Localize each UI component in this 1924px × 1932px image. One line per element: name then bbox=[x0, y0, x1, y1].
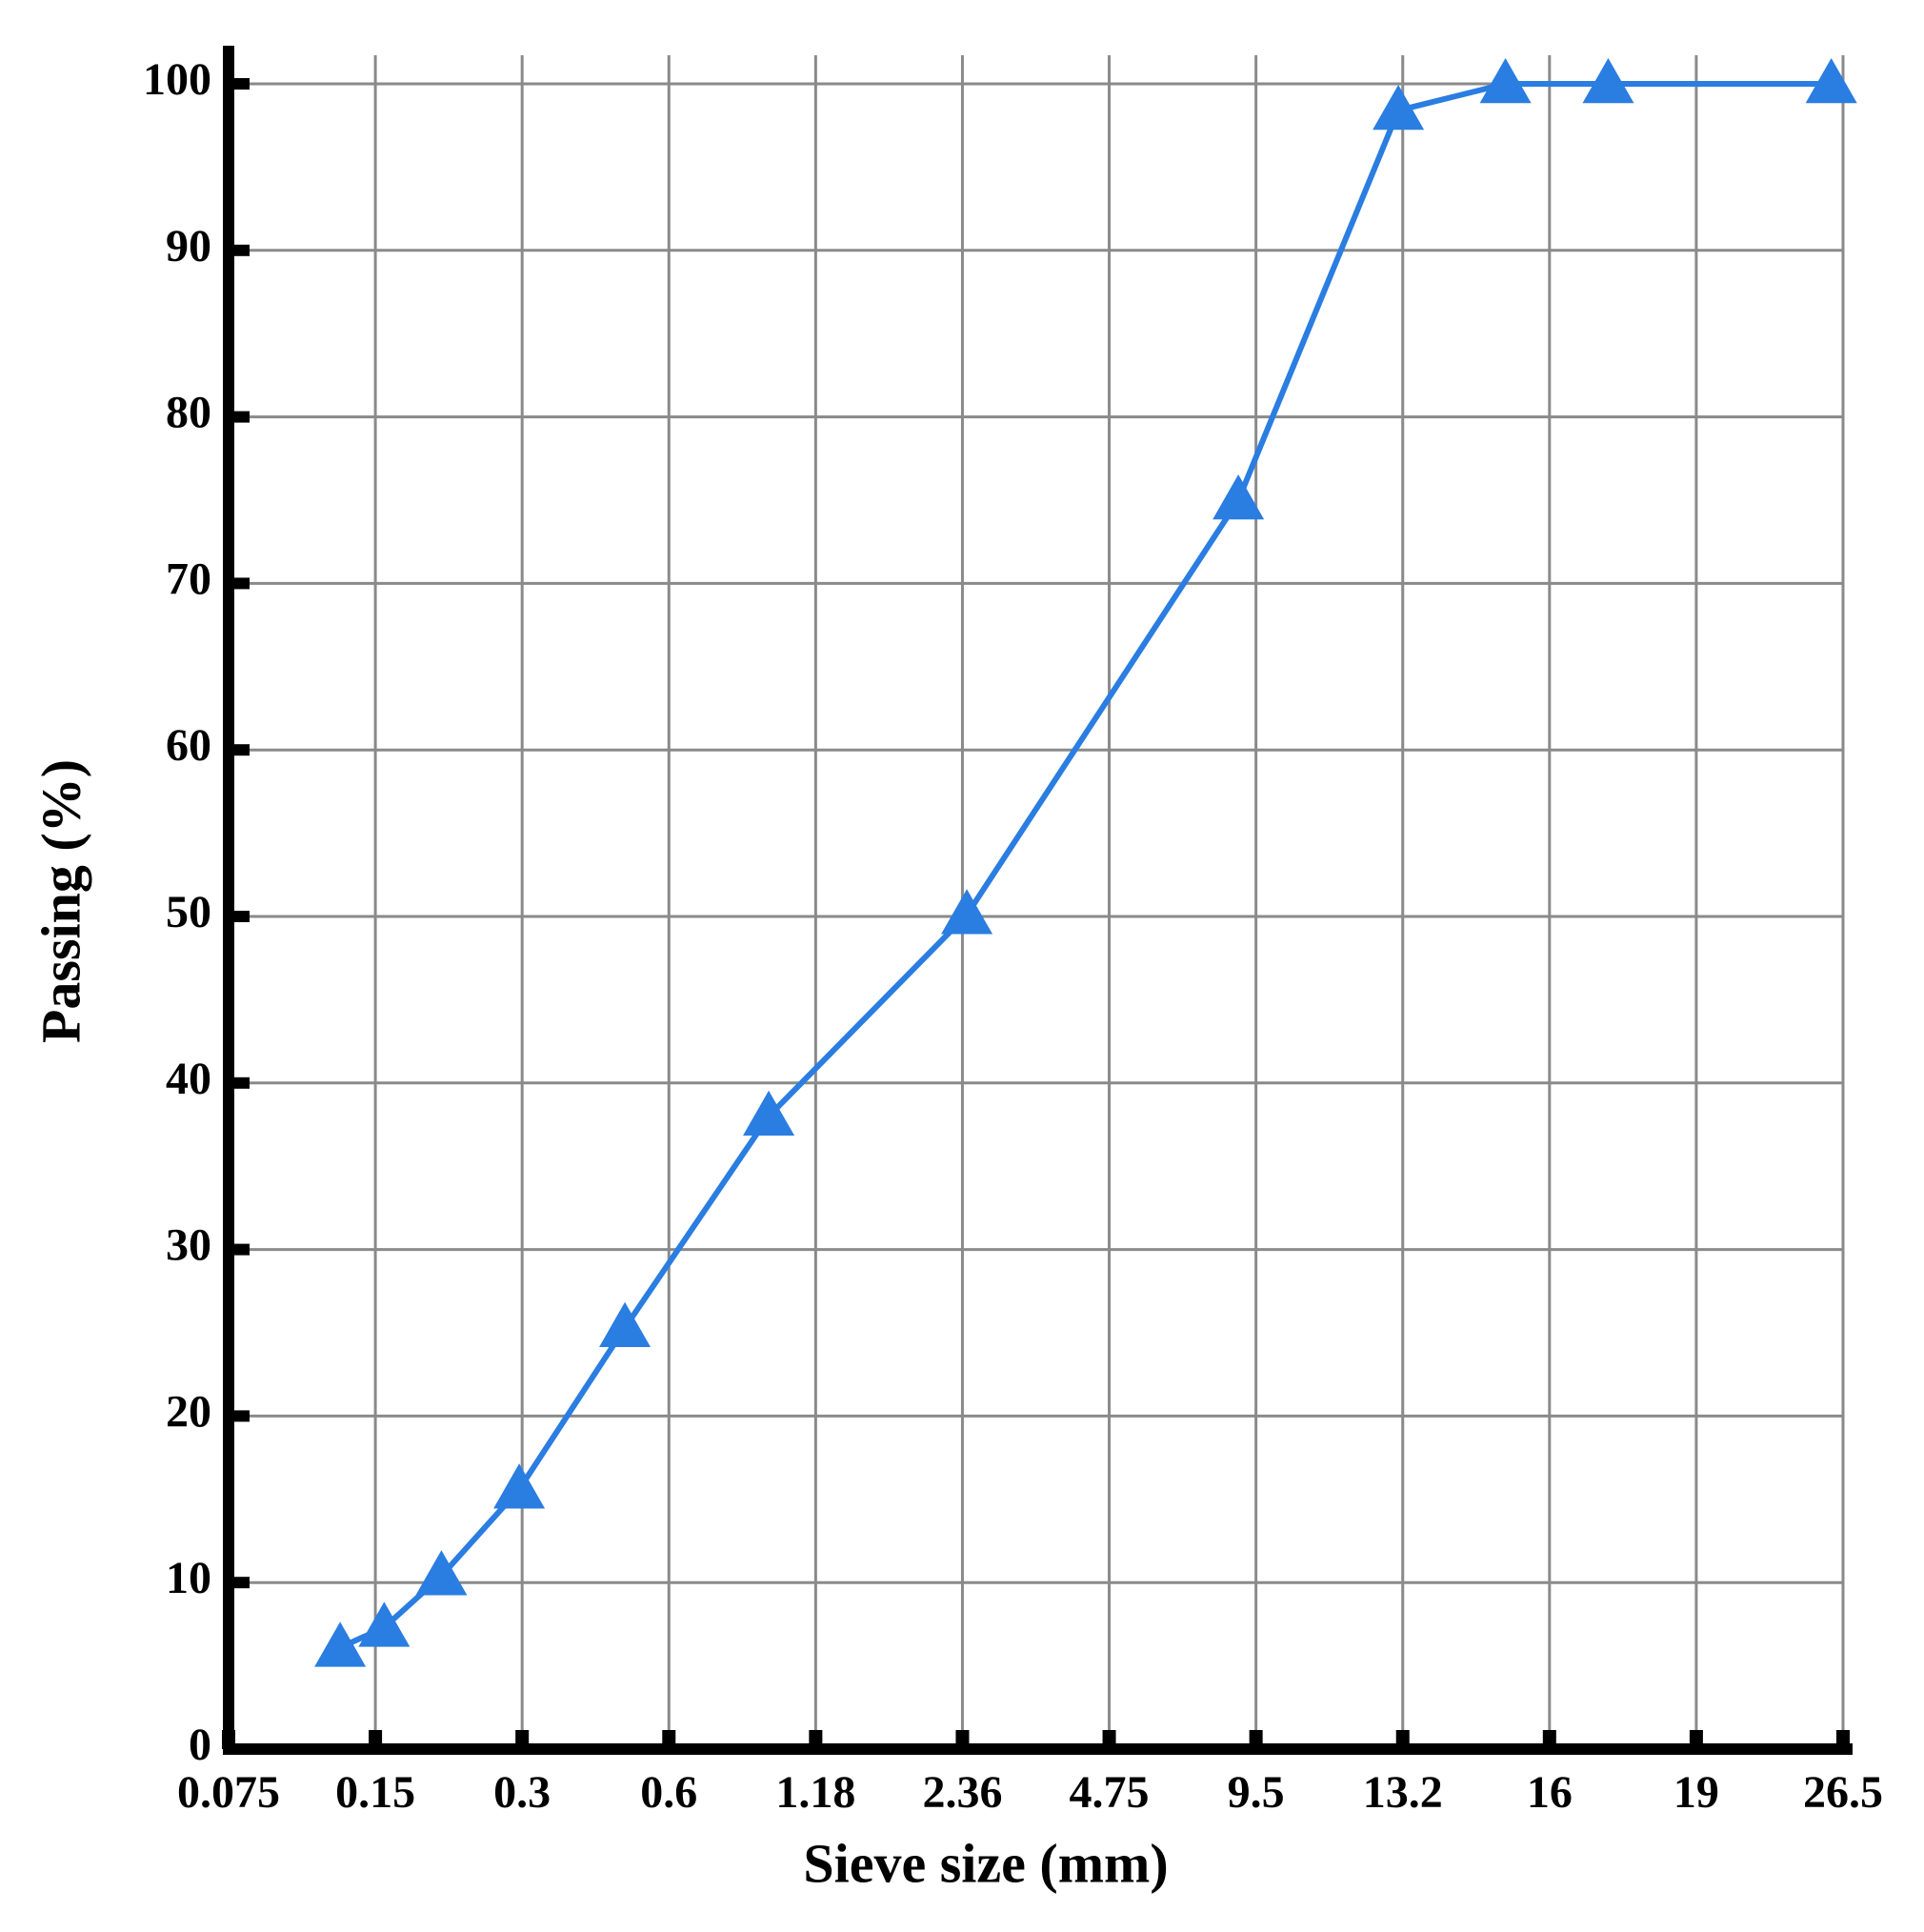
y-tick-label: 60 bbox=[166, 720, 211, 771]
marker bbox=[358, 1601, 411, 1647]
x-tick-label: 16 bbox=[1527, 1767, 1573, 1818]
x-axis-title: Sieve size (mm) bbox=[803, 1832, 1168, 1894]
y-tick-label: 10 bbox=[166, 1553, 211, 1603]
marker bbox=[314, 1621, 367, 1667]
marker bbox=[1373, 84, 1425, 131]
data-line bbox=[338, 81, 1832, 1651]
x-tick-label: 2.36 bbox=[922, 1767, 1002, 1818]
x-tick-label: 13.2 bbox=[1363, 1767, 1443, 1818]
x-tick-label: 0.15 bbox=[335, 1767, 415, 1818]
marker bbox=[743, 1090, 795, 1137]
plot bbox=[314, 58, 1857, 1667]
x-tick-label: 19 bbox=[1673, 1767, 1719, 1818]
y-tick-label: 20 bbox=[166, 1386, 211, 1437]
y-tick-label: 80 bbox=[166, 388, 211, 438]
marker bbox=[493, 1463, 546, 1509]
y-tick-label: 100 bbox=[143, 54, 211, 105]
marker bbox=[1582, 58, 1634, 104]
x-tick-label: 26.5 bbox=[1803, 1767, 1883, 1818]
x-tick-label: 1.18 bbox=[775, 1767, 855, 1818]
y-tick-label: 90 bbox=[166, 221, 211, 272]
y-tick-label: 40 bbox=[166, 1054, 211, 1104]
x-tick-label: 4.75 bbox=[1070, 1767, 1150, 1818]
y-tick-label: 70 bbox=[166, 553, 211, 604]
marker bbox=[1805, 58, 1857, 104]
marker bbox=[415, 1550, 468, 1596]
y-tick-label: 50 bbox=[166, 887, 211, 937]
x-tick-label: 0.075 bbox=[177, 1767, 280, 1818]
y-axis-title: Passing (%) bbox=[30, 759, 91, 1043]
marker bbox=[941, 889, 993, 935]
marker bbox=[599, 1301, 651, 1348]
marker bbox=[1213, 474, 1265, 520]
axes: 0 10 20 30 40 50 60 70 80 90 100 0.075 0.15 0.3 0.6 1.1… bbox=[143, 46, 1883, 1818]
x-tick-label: 9.5 bbox=[1228, 1767, 1285, 1818]
marker bbox=[1479, 58, 1532, 104]
grid bbox=[227, 55, 1845, 1751]
x-tick-label: 0.6 bbox=[640, 1767, 697, 1818]
y-tick-label: 30 bbox=[166, 1220, 211, 1271]
y-tick-label: 0 bbox=[189, 1720, 211, 1770]
x-tick-label: 0.3 bbox=[493, 1767, 551, 1818]
